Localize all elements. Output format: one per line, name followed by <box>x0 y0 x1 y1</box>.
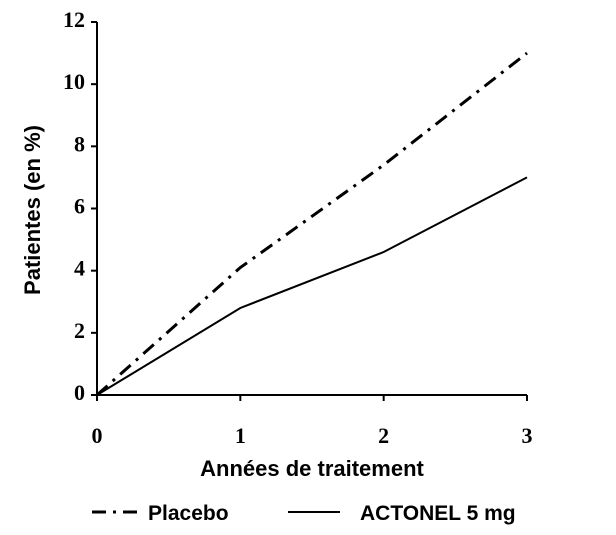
legend-label: Placebo <box>148 502 229 525</box>
series-line <box>96 176 528 396</box>
y-tick-label: 4 <box>74 256 85 281</box>
y-tick-label: 0 <box>74 380 85 405</box>
x-tick-label: 0 <box>92 423 103 448</box>
x-tick-label: 3 <box>522 423 533 448</box>
y-tick-label: 6 <box>74 194 85 219</box>
y-tick-label: 8 <box>74 131 85 156</box>
y-tick-label: 10 <box>63 69 85 94</box>
series-line <box>96 51 528 397</box>
x-tick-label: 2 <box>378 423 389 448</box>
y-tick-label: 2 <box>74 318 85 343</box>
legend-label: ACTONEL 5 mg <box>360 502 516 525</box>
y-tick-label: 12 <box>63 7 85 32</box>
x-axis-title: Années de traitement <box>200 456 424 481</box>
y-axis-title: Patientes (en %) <box>20 125 45 295</box>
x-tick-label: 1 <box>235 423 246 448</box>
